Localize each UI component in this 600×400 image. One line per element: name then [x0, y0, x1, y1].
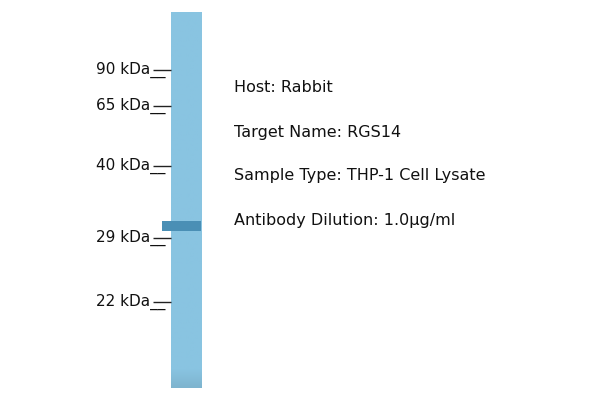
- Text: 65 kDa__: 65 kDa__: [95, 98, 165, 114]
- Text: Host: Rabbit: Host: Rabbit: [234, 80, 333, 96]
- Text: 29 kDa__: 29 kDa__: [95, 230, 165, 246]
- Text: Target Name: RGS14: Target Name: RGS14: [234, 124, 401, 140]
- Text: 40 kDa__: 40 kDa__: [95, 158, 165, 174]
- Text: 90 kDa__: 90 kDa__: [95, 62, 165, 78]
- Bar: [162, 221, 201, 231]
- Text: Antibody Dilution: 1.0μg/ml: Antibody Dilution: 1.0μg/ml: [234, 212, 455, 228]
- Text: Sample Type: THP-1 Cell Lysate: Sample Type: THP-1 Cell Lysate: [234, 168, 485, 184]
- Text: 22 kDa__: 22 kDa__: [95, 294, 165, 310]
